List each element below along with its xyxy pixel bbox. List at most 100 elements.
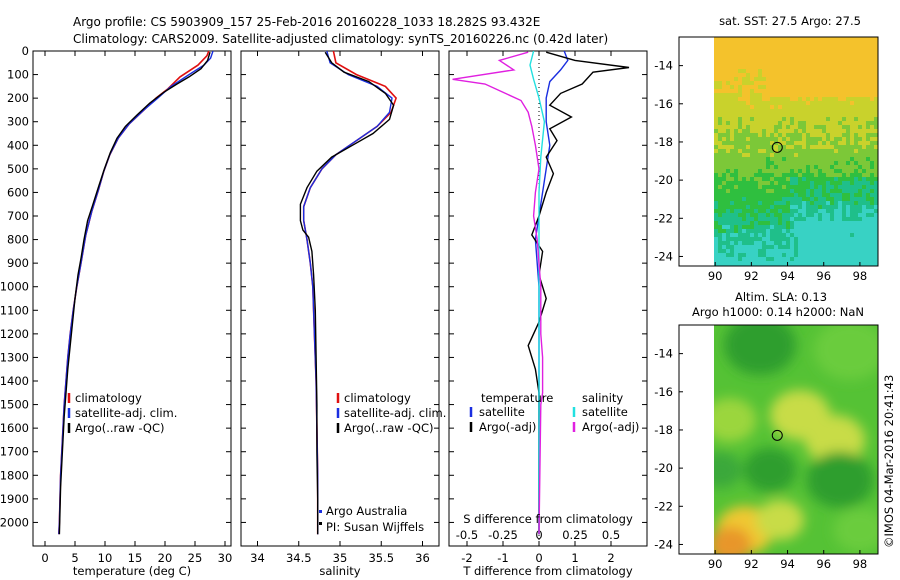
sst-pixel xyxy=(734,161,738,165)
sst-pixel xyxy=(834,65,838,69)
sst-pixel xyxy=(810,85,814,89)
sst-pixel xyxy=(762,109,766,113)
sst-pixel xyxy=(794,213,798,217)
sla-blob xyxy=(833,508,878,552)
sst-pixel xyxy=(718,73,722,77)
sst-pixel xyxy=(790,129,794,133)
sst-pixel xyxy=(766,173,770,177)
sst-pixel xyxy=(874,249,878,253)
sst-pixel xyxy=(758,165,762,169)
sst-pixel xyxy=(730,241,734,245)
sst-pixel xyxy=(862,101,866,105)
sst-pixel xyxy=(726,249,730,253)
sst-pixel xyxy=(842,165,846,169)
sst-pixel xyxy=(854,137,858,141)
sst-pixel xyxy=(814,109,818,113)
sst-pixel xyxy=(838,185,842,189)
sst-pixel xyxy=(870,209,874,213)
sst-pixel xyxy=(758,45,762,49)
sst-pixel xyxy=(826,189,830,193)
sst-pixel xyxy=(790,149,794,153)
sst-pixel xyxy=(790,61,794,65)
sst-pixel xyxy=(774,93,778,97)
sst-pixel xyxy=(722,249,726,253)
sst-pixel xyxy=(786,237,790,241)
sst-pixel xyxy=(798,241,802,245)
sst-pixel xyxy=(858,233,862,237)
sst-pixel xyxy=(770,153,774,157)
sst-pixel xyxy=(866,93,870,97)
sst-pixel xyxy=(754,217,758,221)
sst-pixel xyxy=(810,137,814,141)
sst-pixel xyxy=(766,65,770,69)
sst-pixel xyxy=(714,45,718,49)
sst-pixel xyxy=(742,213,746,217)
difference-profiles xyxy=(452,51,630,535)
sst-pixel xyxy=(766,113,770,117)
sst-pixel xyxy=(806,121,810,125)
sst-pixel xyxy=(734,201,738,205)
sst-pixel xyxy=(726,97,730,101)
sst-pixel xyxy=(730,85,734,89)
sst-pixel xyxy=(786,53,790,57)
sst-pixel xyxy=(826,177,830,181)
sst-pixel xyxy=(782,261,786,265)
sst-pixel xyxy=(842,37,846,41)
sst-pixel xyxy=(814,77,818,81)
sst-pixel xyxy=(842,193,846,197)
sst-pixel xyxy=(766,201,770,205)
sst-pixel xyxy=(866,189,870,193)
sst-pixel xyxy=(802,37,806,41)
sst-pixel xyxy=(718,93,722,97)
sst-pixel xyxy=(718,37,722,41)
sst-pixel xyxy=(774,149,778,153)
sst-pixel xyxy=(730,57,734,61)
sst-pixel xyxy=(806,97,810,101)
sst-pixel xyxy=(814,57,818,61)
sst-pixel xyxy=(766,165,770,169)
sst-pixel xyxy=(814,249,818,253)
sst-pixel xyxy=(838,261,842,265)
sst-pixel xyxy=(762,149,766,153)
sst-pixel xyxy=(726,153,730,157)
sst-pixel xyxy=(790,153,794,157)
sst-pixel xyxy=(734,249,738,253)
sst-pixel xyxy=(758,81,762,85)
sst-pixel xyxy=(730,201,734,205)
sst-pixel xyxy=(830,93,834,97)
sst-pixel xyxy=(838,197,842,201)
temperature-panel: 0100200300400500600700800900100011001200… xyxy=(0,44,232,578)
sst-pixel xyxy=(714,145,718,149)
sst-pixel xyxy=(826,249,830,253)
sst-pixel xyxy=(802,209,806,213)
sst-pixel xyxy=(754,69,758,73)
sst-pixel xyxy=(850,37,854,41)
sst-pixel xyxy=(802,257,806,261)
sst-pixel xyxy=(846,237,850,241)
sst-pixel xyxy=(826,173,830,177)
sst-pixel xyxy=(830,241,834,245)
sst-pixel xyxy=(734,149,738,153)
sst-pixel xyxy=(834,129,838,133)
sst-pixel xyxy=(854,49,858,53)
sst-pixel xyxy=(806,257,810,261)
sst-pixel xyxy=(746,185,750,189)
sst-pixel xyxy=(862,157,866,161)
sst-pixel xyxy=(858,61,862,65)
sst-pixel xyxy=(818,85,822,89)
sst-pixel xyxy=(818,117,822,121)
sst-pixel xyxy=(730,105,734,109)
sst-pixel xyxy=(858,113,862,117)
sst-pixel xyxy=(806,173,810,177)
sst-pixel xyxy=(778,161,782,165)
sst-pixel xyxy=(742,69,746,73)
sst-pixel xyxy=(754,141,758,145)
sst-pixel xyxy=(838,253,842,257)
sst-pixel xyxy=(746,89,750,93)
sst-pixel xyxy=(798,45,802,49)
sst-pixel xyxy=(770,101,774,105)
map-y-tick-label: -14 xyxy=(654,347,673,361)
sst-pixel xyxy=(802,41,806,45)
sst-pixel xyxy=(814,257,818,261)
